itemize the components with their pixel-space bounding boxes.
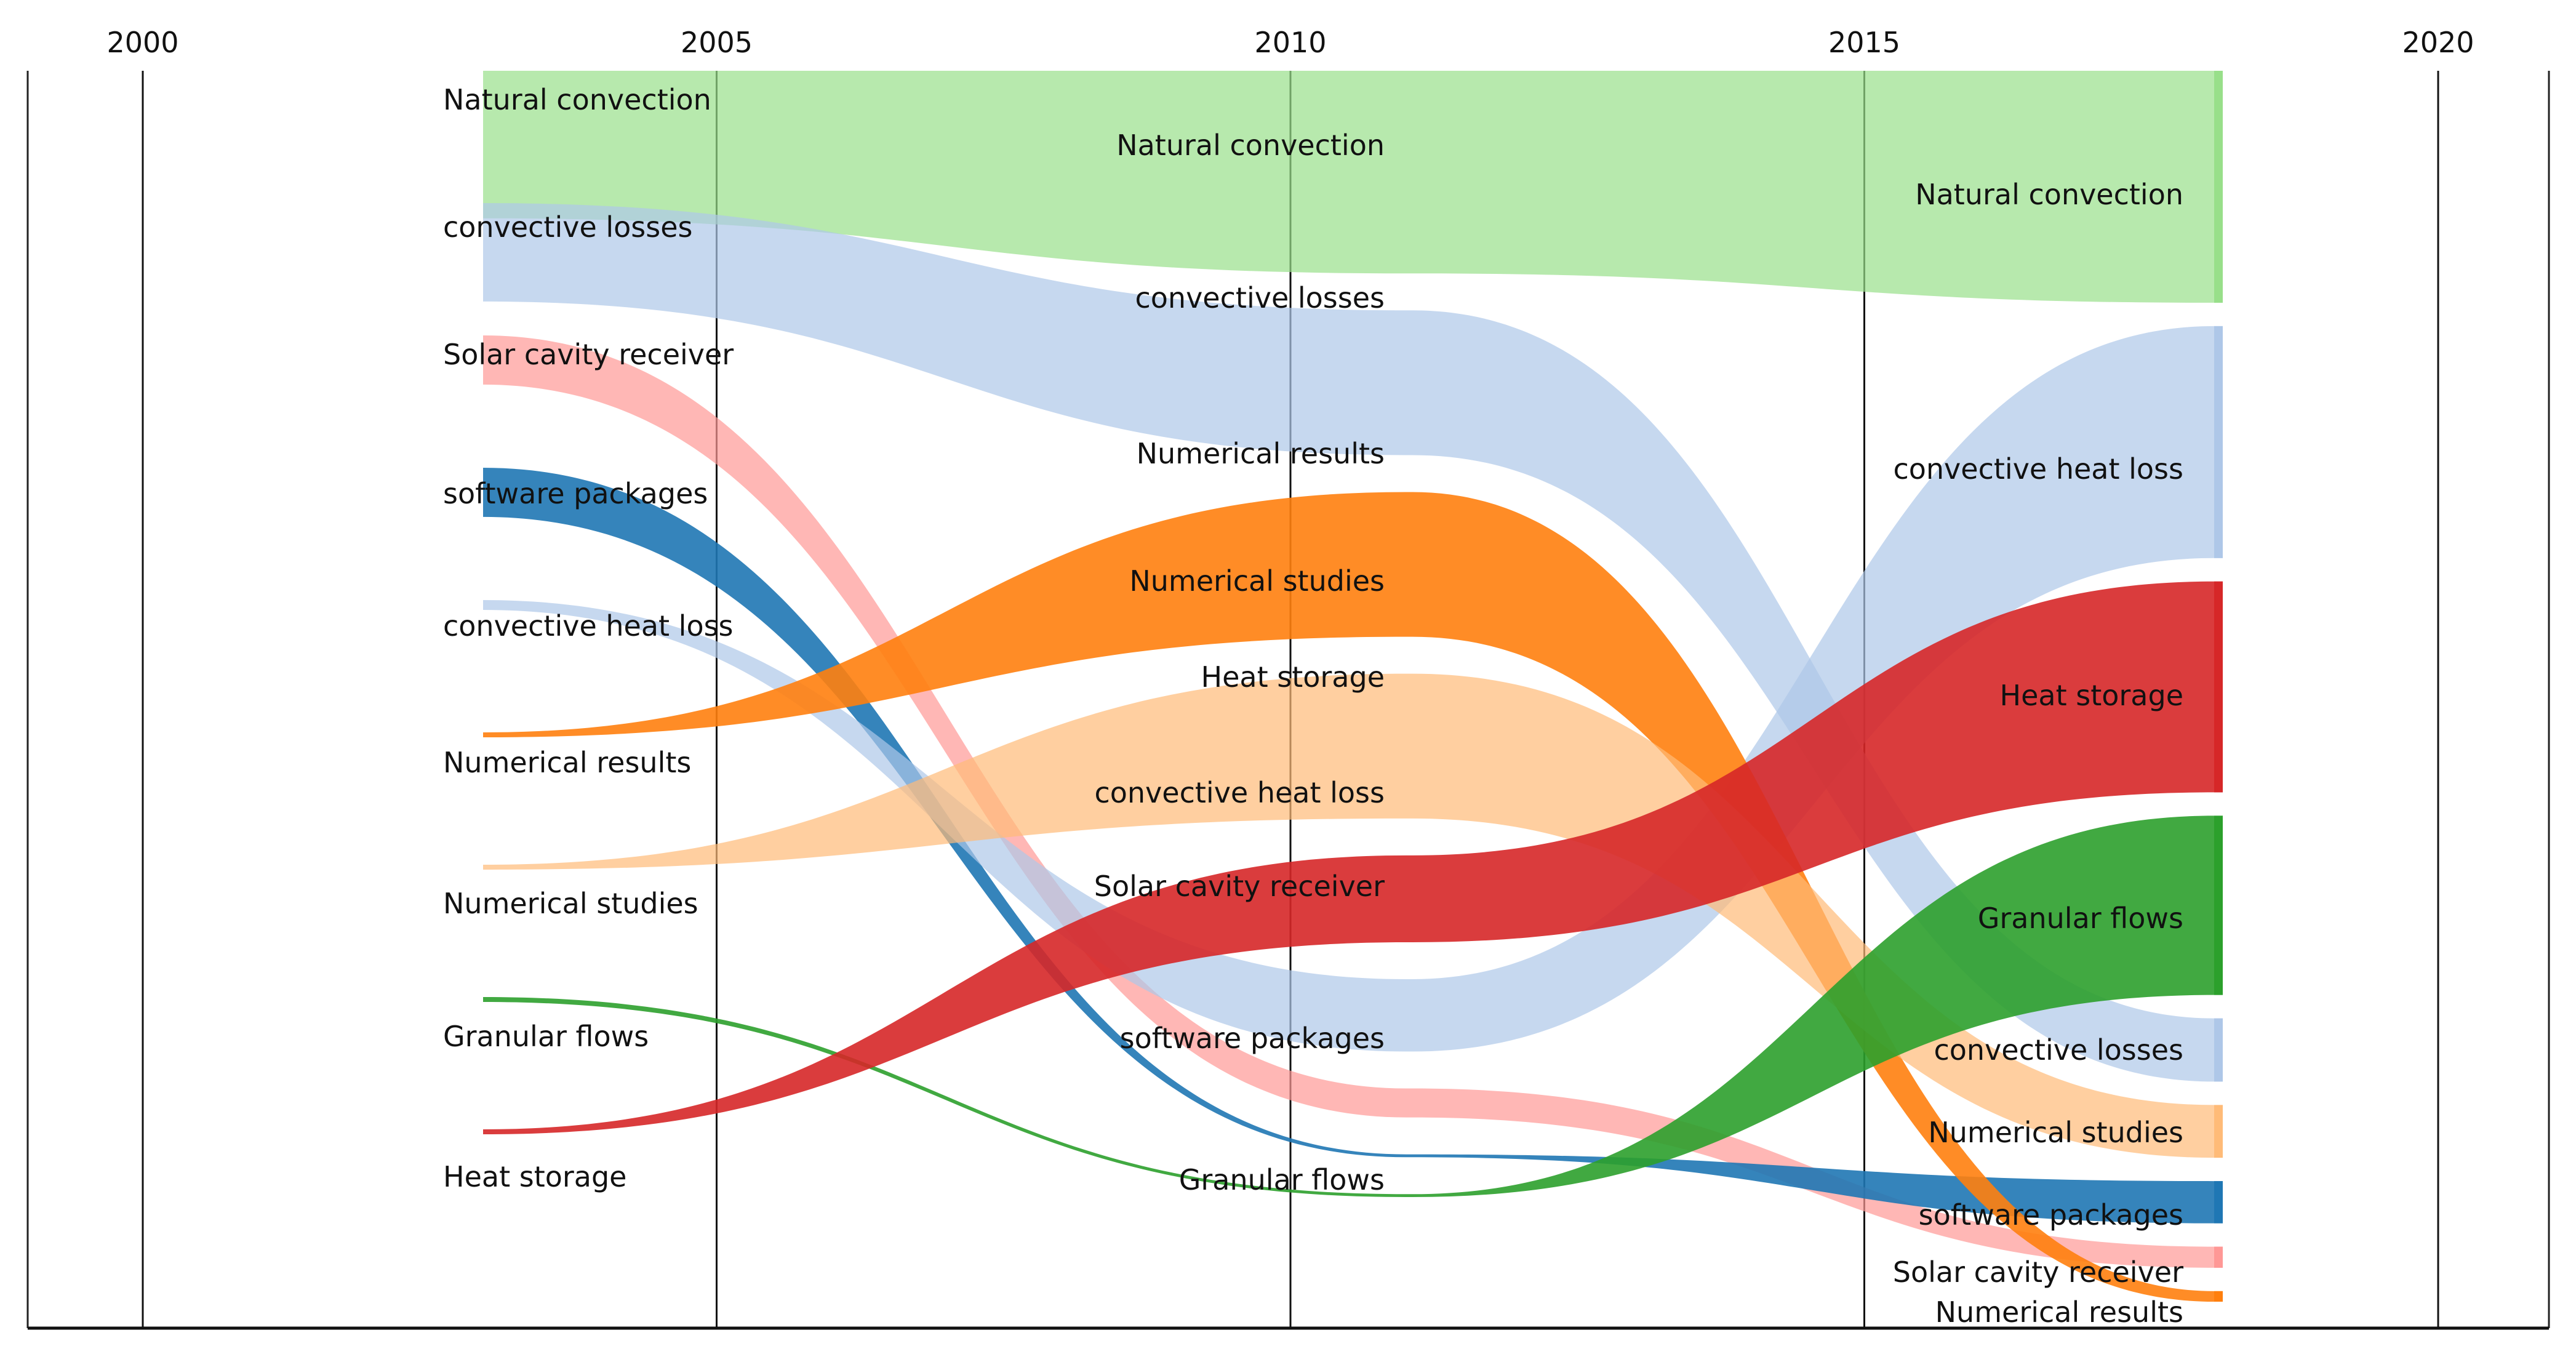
label-2003-convective-losses: convective losses — [443, 210, 693, 244]
x-tick-label-2010: 2010 — [1254, 26, 1326, 59]
label-2018-convective-heat-loss: convective heat loss — [1893, 452, 2183, 486]
bar-2018-heat-storage — [2214, 581, 2223, 793]
stream-natural-convection — [483, 71, 2223, 303]
year-tick-labels: 2000 2005 2010 2015 2020 — [106, 26, 2474, 59]
label-2003-natural-convection: Natural convection — [443, 83, 711, 116]
stream-software-packages — [483, 468, 2223, 1224]
label-2010-numerical-studies: Numerical studies — [1129, 564, 1385, 598]
label-2003-software-packages: software packages — [443, 477, 708, 510]
label-2010-granular-flows: Granular flows — [1179, 1163, 1385, 1196]
x-tick-label-2020: 2020 — [2402, 26, 2474, 59]
stream-labels: Natural convection convective losses Solar… — [443, 83, 2183, 1329]
label-2018-heat-storage: Heat storage — [2000, 679, 2183, 712]
x-tick-label-2005: 2005 — [681, 26, 753, 59]
label-2010-convective-losses: convective losses — [1135, 281, 1385, 314]
bar-2018-convective-losses — [2214, 1018, 2223, 1082]
label-2018-solar-cavity-receiver: Solar cavity receiver — [1893, 1256, 2183, 1289]
stream-flows — [483, 71, 2223, 1302]
x-tick-label-2000: 2000 — [106, 26, 178, 59]
label-2018-numerical-studies: Numerical studies — [1928, 1116, 2183, 1149]
label-2010-natural-convection: Natural convection — [1116, 129, 1385, 162]
label-2003-heat-storage: Heat storage — [443, 1160, 626, 1193]
label-2010-solar-cavity-receiver: Solar cavity receiver — [1094, 870, 1385, 903]
bar-2018-solar-cavity-receiver — [2214, 1246, 2223, 1268]
label-2010-numerical-results: Numerical results — [1137, 437, 1385, 470]
label-2003-convective-heat-loss: convective heat loss — [443, 609, 734, 643]
bar-2018-convective-heat-loss — [2214, 326, 2223, 558]
x-tick-label-2015: 2015 — [1828, 26, 1900, 59]
label-2018-numerical-results: Numerical results — [1935, 1296, 2183, 1329]
bar-2018-numerical-studies — [2214, 1105, 2223, 1158]
label-2010-software-packages: software packages — [1120, 1022, 1385, 1055]
label-2003-numerical-results: Numerical results — [443, 746, 691, 779]
bar-2018-software-packages — [2214, 1181, 2223, 1224]
label-2018-convective-losses: convective losses — [1934, 1033, 2184, 1067]
bar-2018-natural-convection — [2214, 71, 2223, 303]
stream-heat-storage — [483, 581, 2223, 1134]
label-2018-natural-convection: Natural convection — [1915, 178, 2183, 211]
label-2003-solar-cavity-receiver: Solar cavity receiver — [443, 338, 734, 371]
label-2018-granular-flows: Granular flows — [1978, 902, 2183, 935]
bar-2018-granular-flows — [2214, 815, 2223, 995]
stream-granular-flows — [483, 815, 2223, 1197]
label-2018-software-packages: software packages — [1919, 1198, 2183, 1232]
label-2003-granular-flows: Granular flows — [443, 1020, 649, 1053]
stream-numerical-studies — [483, 673, 2223, 1158]
bar-2018-numerical-results — [2214, 1291, 2223, 1302]
label-2003-numerical-studies: Numerical studies — [443, 887, 698, 920]
label-2010-convective-heat-loss: convective heat loss — [1094, 776, 1385, 809]
label-2010-heat-storage: Heat storage — [1201, 660, 1385, 694]
